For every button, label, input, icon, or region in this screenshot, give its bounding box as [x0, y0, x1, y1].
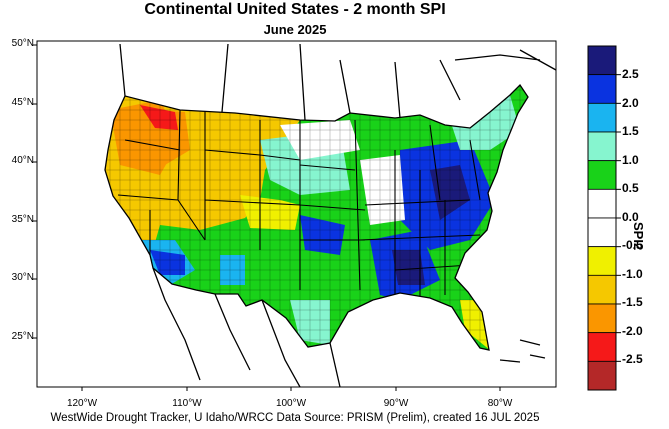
colorbar-swatch — [587, 102, 617, 133]
lat-label-50: 50°N — [11, 38, 34, 49]
state-borders — [117, 109, 481, 300]
footer-credit: WestWide Drought Tracker, U Idaho/WRCC D… — [50, 412, 540, 424]
lon-label-100: 100°W — [275, 398, 307, 409]
colorbar-swatch — [587, 188, 617, 219]
colorbar-tick-label: -0.5 — [622, 238, 643, 252]
colorbar-tick-label: 0.0 — [622, 210, 639, 224]
colorbar-tick-label: -2.5 — [622, 352, 643, 366]
axis-ticks — [33, 44, 501, 391]
lat-label-25: 25°N — [11, 331, 34, 342]
colorbar-swatch — [587, 246, 617, 276]
map-title: Continental United States - 2 month SPI — [144, 1, 446, 18]
colorbar-tick-label: -1.5 — [622, 295, 643, 309]
colorbar-swatch — [587, 217, 617, 248]
lat-label-40: 40°N — [11, 155, 34, 166]
colorbar-swatch — [587, 332, 617, 362]
lon-label-110: 110°W — [172, 398, 202, 409]
lat-label-45: 45°N — [11, 97, 34, 108]
colorbar-tick-label: 1.0 — [622, 153, 639, 167]
lat-label-35: 35°N — [11, 214, 34, 225]
colorbar-swatch — [587, 303, 617, 334]
colorbar-swatch — [587, 74, 617, 104]
colorbar-title: SPI2 — [631, 222, 646, 251]
colorbar-tick-label: -2.0 — [622, 324, 643, 338]
map-subtitle: June 2025 — [263, 22, 327, 37]
colorbar-tick-label: 0.5 — [622, 181, 639, 195]
colorbar — [587, 45, 621, 391]
colorbar-tick-label: -1.0 — [622, 267, 643, 281]
colorbar-swatch — [587, 131, 617, 162]
colorbar-tick-label: 2.5 — [622, 67, 639, 81]
colorbar-swatch — [587, 160, 617, 190]
lon-label-120: 120°W — [66, 398, 98, 409]
colorbar-swatch — [587, 274, 617, 305]
lon-label-90: 90°W — [383, 398, 409, 409]
lat-label-30: 30°N — [11, 272, 34, 283]
colorbar-swatch — [587, 360, 617, 391]
colorbar-tick-label: 2.0 — [622, 96, 639, 110]
colorbar-tick-label: 1.5 — [622, 124, 639, 138]
colorbar-swatch — [587, 45, 617, 76]
lon-label-80: 80°W — [487, 398, 513, 409]
coastlines — [104, 43, 557, 388]
